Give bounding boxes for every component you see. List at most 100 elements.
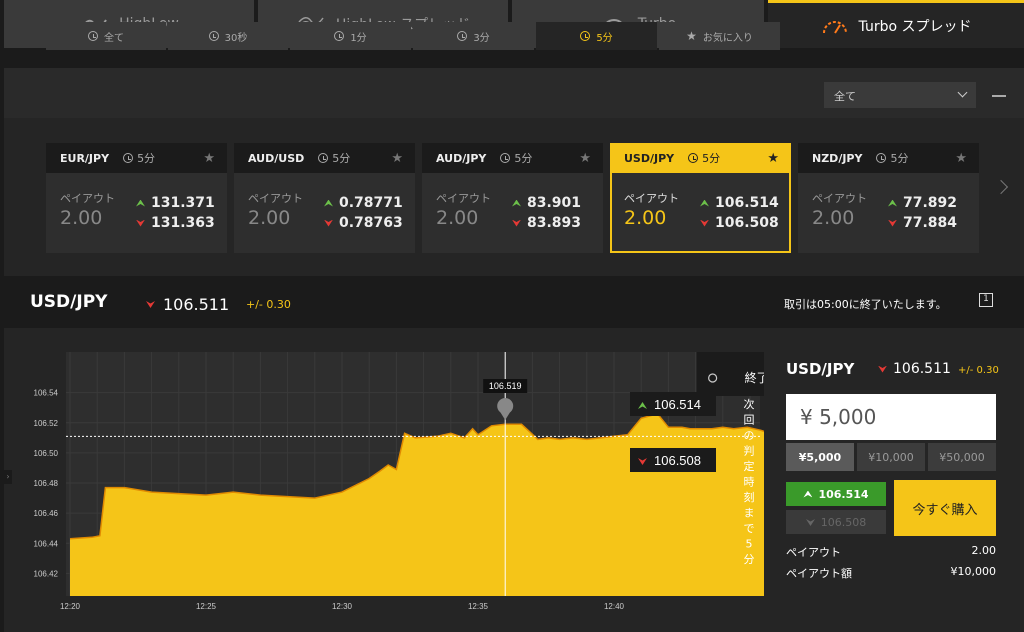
card-high: 77.892 [888, 195, 957, 211]
x-tick-label: 12:20 [60, 602, 81, 611]
info-icon[interactable]: 1 [979, 293, 993, 307]
subtab-label: 1分 [350, 32, 367, 44]
payout-amount-row: ペイアウト額 ¥10,000 [786, 565, 996, 581]
up-arrow-icon [888, 199, 897, 207]
card-low-value: 77.884 [903, 215, 958, 231]
instrument-bar [4, 278, 1024, 328]
asset-card[interactable]: EUR/JPY 5分 ★ ペイアウト 2.00 131.371 131.363 [46, 143, 227, 253]
tab-turbo-spread[interactable]: Turbo スプレッド [768, 0, 1024, 48]
payout-amount-label: ペイアウト額 [786, 567, 852, 580]
countdown-char: 刻 [744, 490, 755, 504]
asset-card[interactable]: NZD/JPY 5分 ★ ペイアウト 2.00 77.892 77.884 [798, 143, 979, 253]
clock-icon [318, 153, 329, 163]
card-period-label: 5分 [332, 152, 351, 165]
card-payout-value: 2.00 [60, 207, 103, 229]
panel-grip-icon[interactable]: › [4, 470, 12, 484]
down-arrow-icon [324, 219, 333, 227]
countdown-char: 時 [744, 476, 755, 489]
card-pair: NZD/JPY [812, 151, 863, 165]
card-payout-label: ペイアウト [624, 192, 679, 205]
subtab-label: お気に入り [702, 32, 753, 44]
card-high: 106.514 [700, 195, 779, 211]
card-low: 77.884 [888, 215, 957, 231]
card-payout-value: 2.00 [248, 207, 291, 229]
subtab-favorites[interactable]: ★ お気に入り [659, 22, 780, 50]
price-line [69, 412, 764, 540]
rate-value: 106.511 [163, 295, 230, 314]
marker-pin-tail [500, 412, 511, 420]
card-period: 5分 [688, 150, 720, 166]
filter-select-value: 全て [834, 90, 856, 103]
card-pair: EUR/JPY [60, 151, 110, 165]
card-header: NZD/JPY 5分 ★ [798, 143, 979, 173]
up-arrow-icon [136, 199, 145, 207]
card-period: 5分 [876, 150, 908, 166]
marker-pin [497, 398, 514, 414]
minimize-icon[interactable] [992, 95, 1006, 97]
card-pair: USD/JPY [624, 151, 675, 165]
low-button[interactable]: 106.508 [786, 510, 886, 534]
trade-rate-value: 106.511 [893, 361, 951, 377]
subtab-1m[interactable]: 1分 [290, 22, 411, 50]
card-high: 0.78771 [324, 195, 403, 211]
countdown-char: 定 [744, 459, 755, 473]
price-area [70, 413, 764, 596]
y-tick-label: 106.52 [34, 419, 59, 428]
down-arrow-icon [512, 219, 521, 227]
filter-select[interactable]: 全て [824, 82, 976, 108]
y-tick-label: 106.54 [34, 389, 59, 398]
clock-icon [688, 153, 699, 163]
payout-label: ペイアウト [786, 546, 841, 559]
clock-icon [334, 31, 345, 41]
card-payout-label: ペイアウト [812, 192, 867, 205]
high-label-box [630, 392, 716, 416]
amount-50000-button[interactable]: ¥50,000 [928, 443, 996, 471]
y-tick-label: 106.42 [34, 569, 59, 578]
card-low: 83.893 [512, 215, 581, 231]
card-header: AUD/USD 5分 ★ [234, 143, 415, 173]
instrument-rate: 106.511 [146, 295, 229, 314]
clock-icon [457, 31, 468, 41]
amount-10000-button[interactable]: ¥10,000 [857, 443, 925, 471]
asset-card[interactable]: AUD/JPY 5分 ★ ペイアウト 2.00 83.901 83.893 [422, 143, 603, 253]
subtab-label: 全て [104, 32, 124, 44]
low-button-label: 106.508 [820, 515, 867, 529]
countdown-char: 回 [744, 414, 755, 427]
favorite-star-icon[interactable]: ★ [579, 151, 591, 166]
asset-card[interactable]: AUD/USD 5分 ★ ペイアウト 2.00 0.78771 0.78763 [234, 143, 415, 253]
instrument-name: USD/JPY [30, 292, 108, 312]
card-period-label: 5分 [890, 152, 909, 165]
card-high-value: 0.78771 [339, 195, 403, 211]
card-period: 5分 [123, 150, 155, 166]
subtab-all[interactable]: 全て [46, 22, 166, 50]
subtab-5m[interactable]: 5分 [536, 22, 657, 50]
subtab-label: 3分 [473, 32, 490, 44]
card-payout-value: 2.00 [436, 207, 479, 229]
down-arrow-icon [136, 219, 145, 227]
subtab-30s[interactable]: 30秒 [168, 22, 288, 50]
favorite-star-icon[interactable]: ★ [767, 151, 779, 166]
buy-now-button[interactable]: 今すぐ購入 [894, 480, 996, 536]
card-payout-value: 2.00 [812, 207, 855, 229]
up-arrow-icon [638, 402, 647, 409]
amount-input[interactable]: ¥ 5,000 [786, 394, 996, 440]
asset-card[interactable]: USD/JPY 5分 ★ ペイアウト 2.00 106.514 106.508 [610, 143, 791, 253]
subtab-3m[interactable]: 3分 [413, 22, 534, 50]
payout-row: ペイアウト 2.00 [786, 544, 996, 560]
down-arrow-icon [806, 519, 815, 526]
amount-5000-button[interactable]: ¥5,000 [786, 443, 854, 471]
down-arrow-icon [700, 219, 709, 227]
price-chart: 106.42 106.44 106.46 106.48 106.50 106.52 106.… [34, 352, 764, 611]
countdown-char: の [744, 429, 755, 442]
favorite-star-icon[interactable]: ★ [955, 151, 967, 166]
card-high-value: 77.892 [903, 195, 958, 211]
favorite-star-icon[interactable]: ★ [391, 151, 403, 166]
countdown-char: ま [744, 507, 755, 520]
card-low-value: 131.363 [151, 215, 215, 231]
clock-icon [123, 153, 134, 163]
x-tick-label: 12:40 [604, 602, 625, 611]
favorite-star-icon[interactable]: ★ [203, 151, 215, 166]
clock-icon [500, 153, 511, 163]
high-button[interactable]: 106.514 [786, 482, 886, 506]
